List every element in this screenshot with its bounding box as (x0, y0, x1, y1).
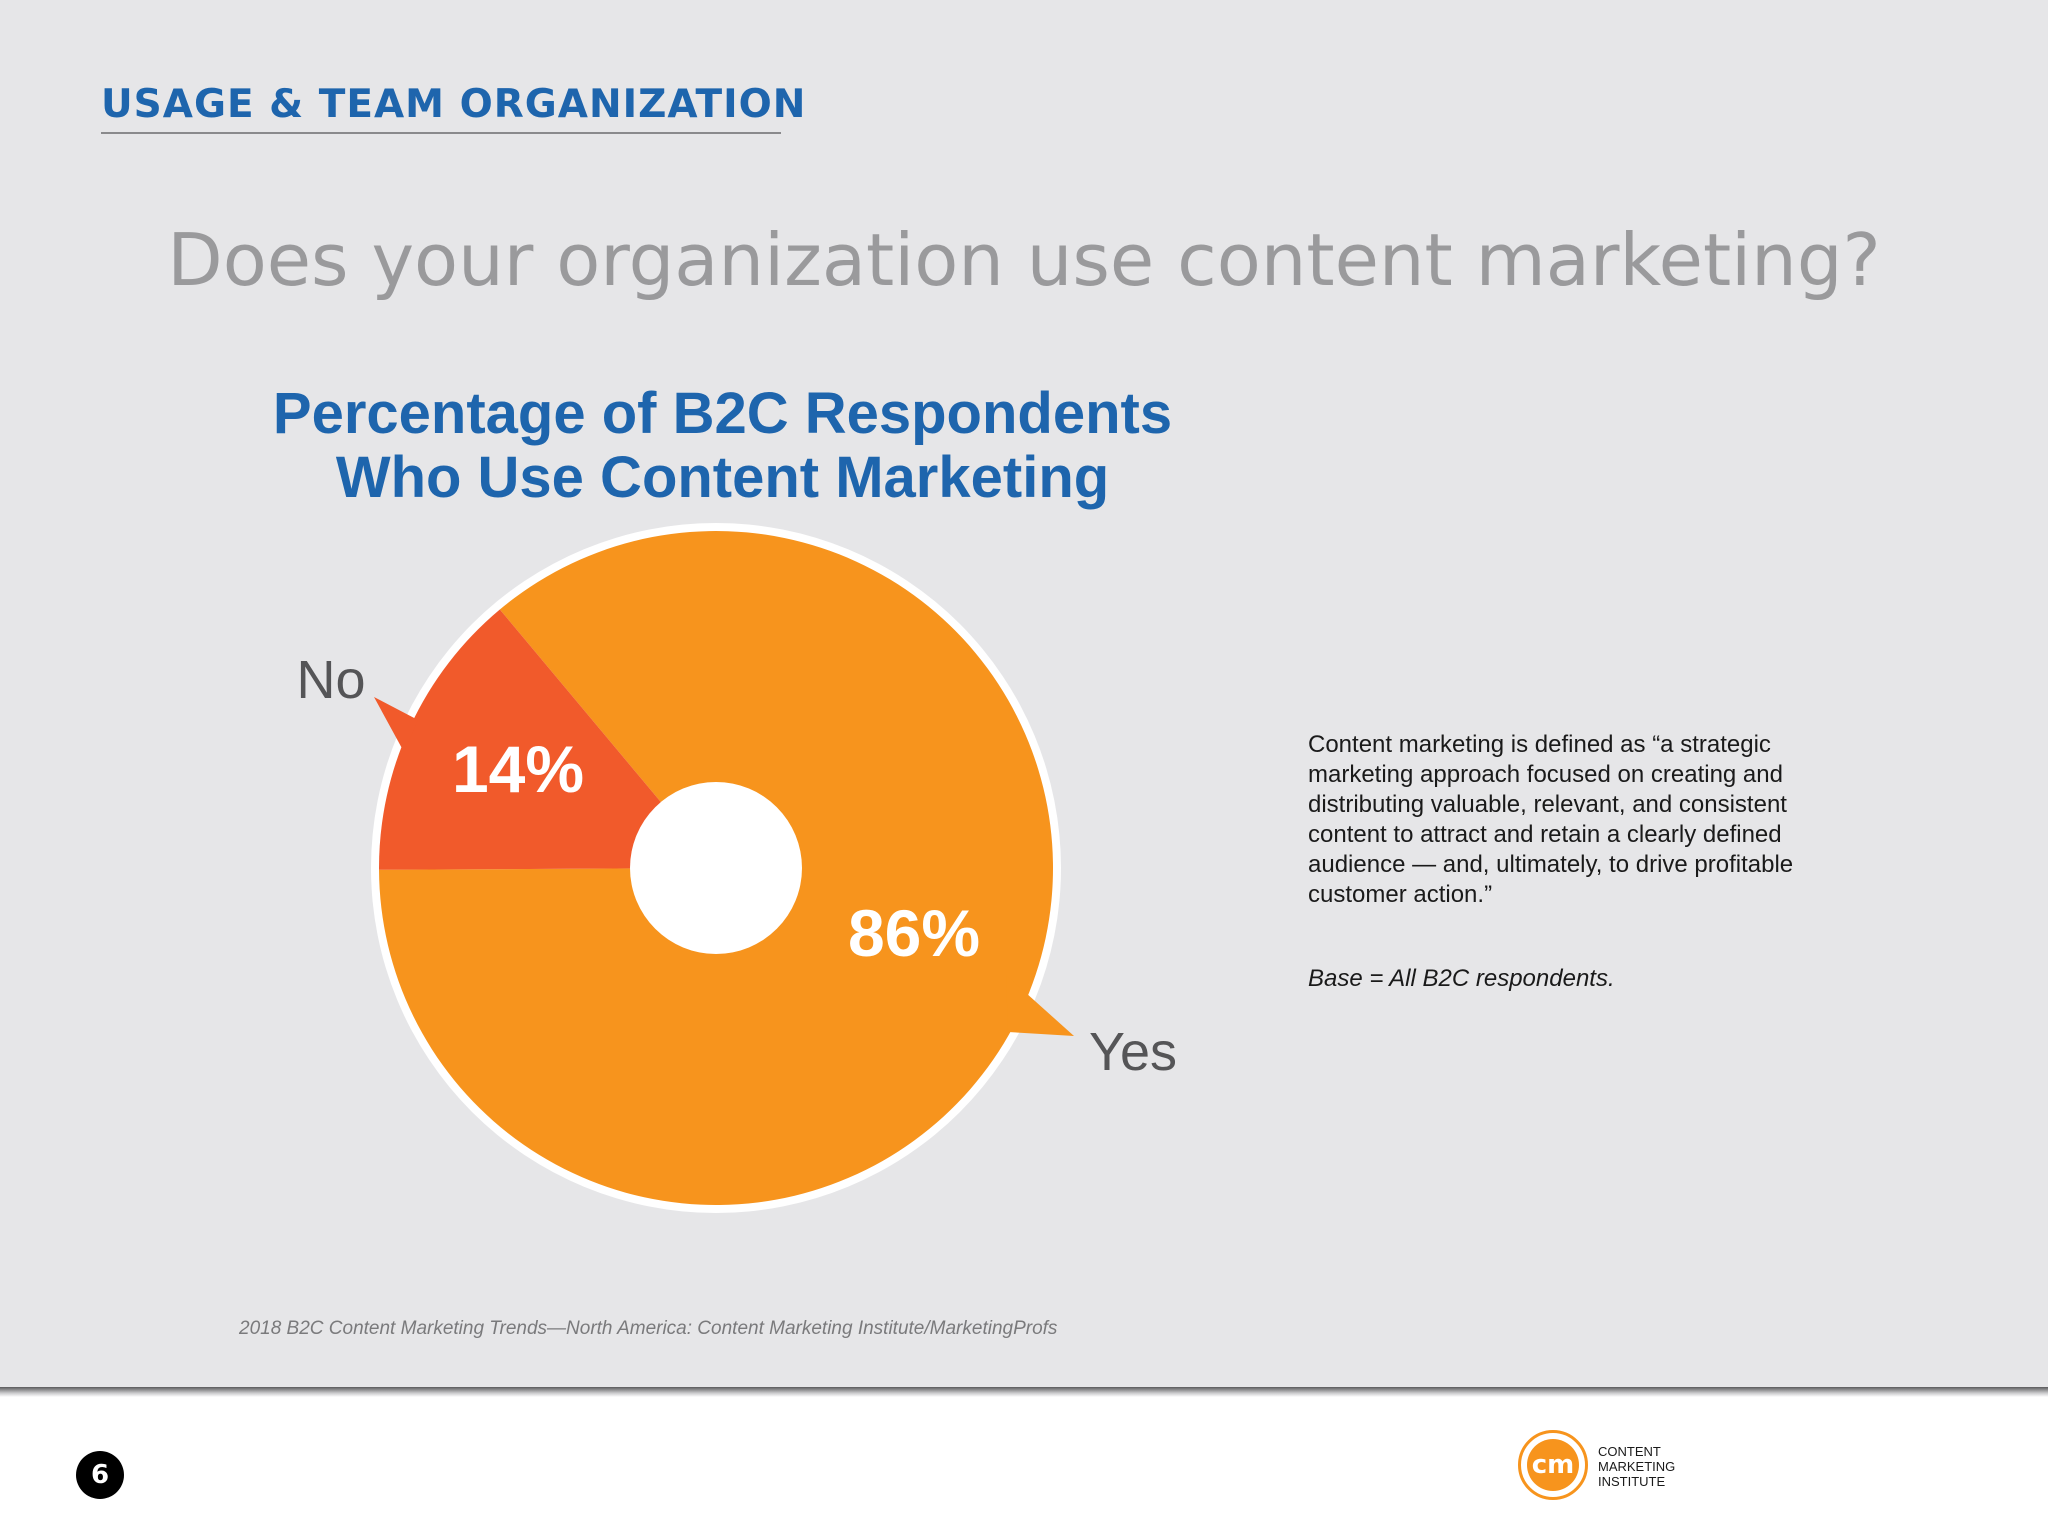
logo-line-1: CONTENT (1598, 1444, 1661, 1459)
pie-slice-no (378, 609, 716, 870)
content-area (0, 0, 2048, 1387)
section-title: USAGE & TEAM ORGANIZATION (101, 82, 807, 127)
callout-pointer-no (374, 697, 418, 752)
cmi-logo-mark-text: cm (1527, 1439, 1579, 1491)
slice-value-no: 14% (452, 732, 584, 806)
donut-hole (630, 782, 802, 954)
logo-line-3: INSTITUTE (1598, 1474, 1666, 1489)
cmi-logo-wordmark: CONTENT MARKETING INSTITUTE (1598, 1444, 1675, 1489)
logo-line-2: MARKETING (1598, 1459, 1676, 1474)
base-note: Base = All B2C respondents. (1308, 965, 1615, 992)
chart-title-line-2: Who Use Content Marketing (335, 445, 1110, 510)
callout-pointer-yes (1006, 975, 1074, 1036)
source-citation: 2018 B2C Content Marketing Trends—North … (239, 1318, 1058, 1339)
chart-title: Percentage of B2C Respondents Who Use Co… (200, 382, 1245, 510)
section-title-underline (101, 132, 781, 134)
slice-label-no: No (296, 650, 365, 710)
footer-divider (0, 1387, 2048, 1397)
page-question: Does your organization use content marke… (167, 218, 1881, 302)
slice-label-yes: Yes (1089, 1022, 1177, 1082)
cmi-logo: cm CONTENT MARKETING INSTITUTE (1518, 1430, 1678, 1510)
page-number: 6 (76, 1451, 124, 1499)
chart-title-line-1: Percentage of B2C Respondents (272, 381, 1173, 446)
slice-value-yes: 86% (848, 896, 980, 970)
cmi-logo-icon: cm (1518, 1430, 1588, 1500)
pie-chart: 14% 86% No Yes (296, 523, 1177, 1213)
definition-text: Content marketing is defined as “a strat… (1308, 731, 1794, 908)
